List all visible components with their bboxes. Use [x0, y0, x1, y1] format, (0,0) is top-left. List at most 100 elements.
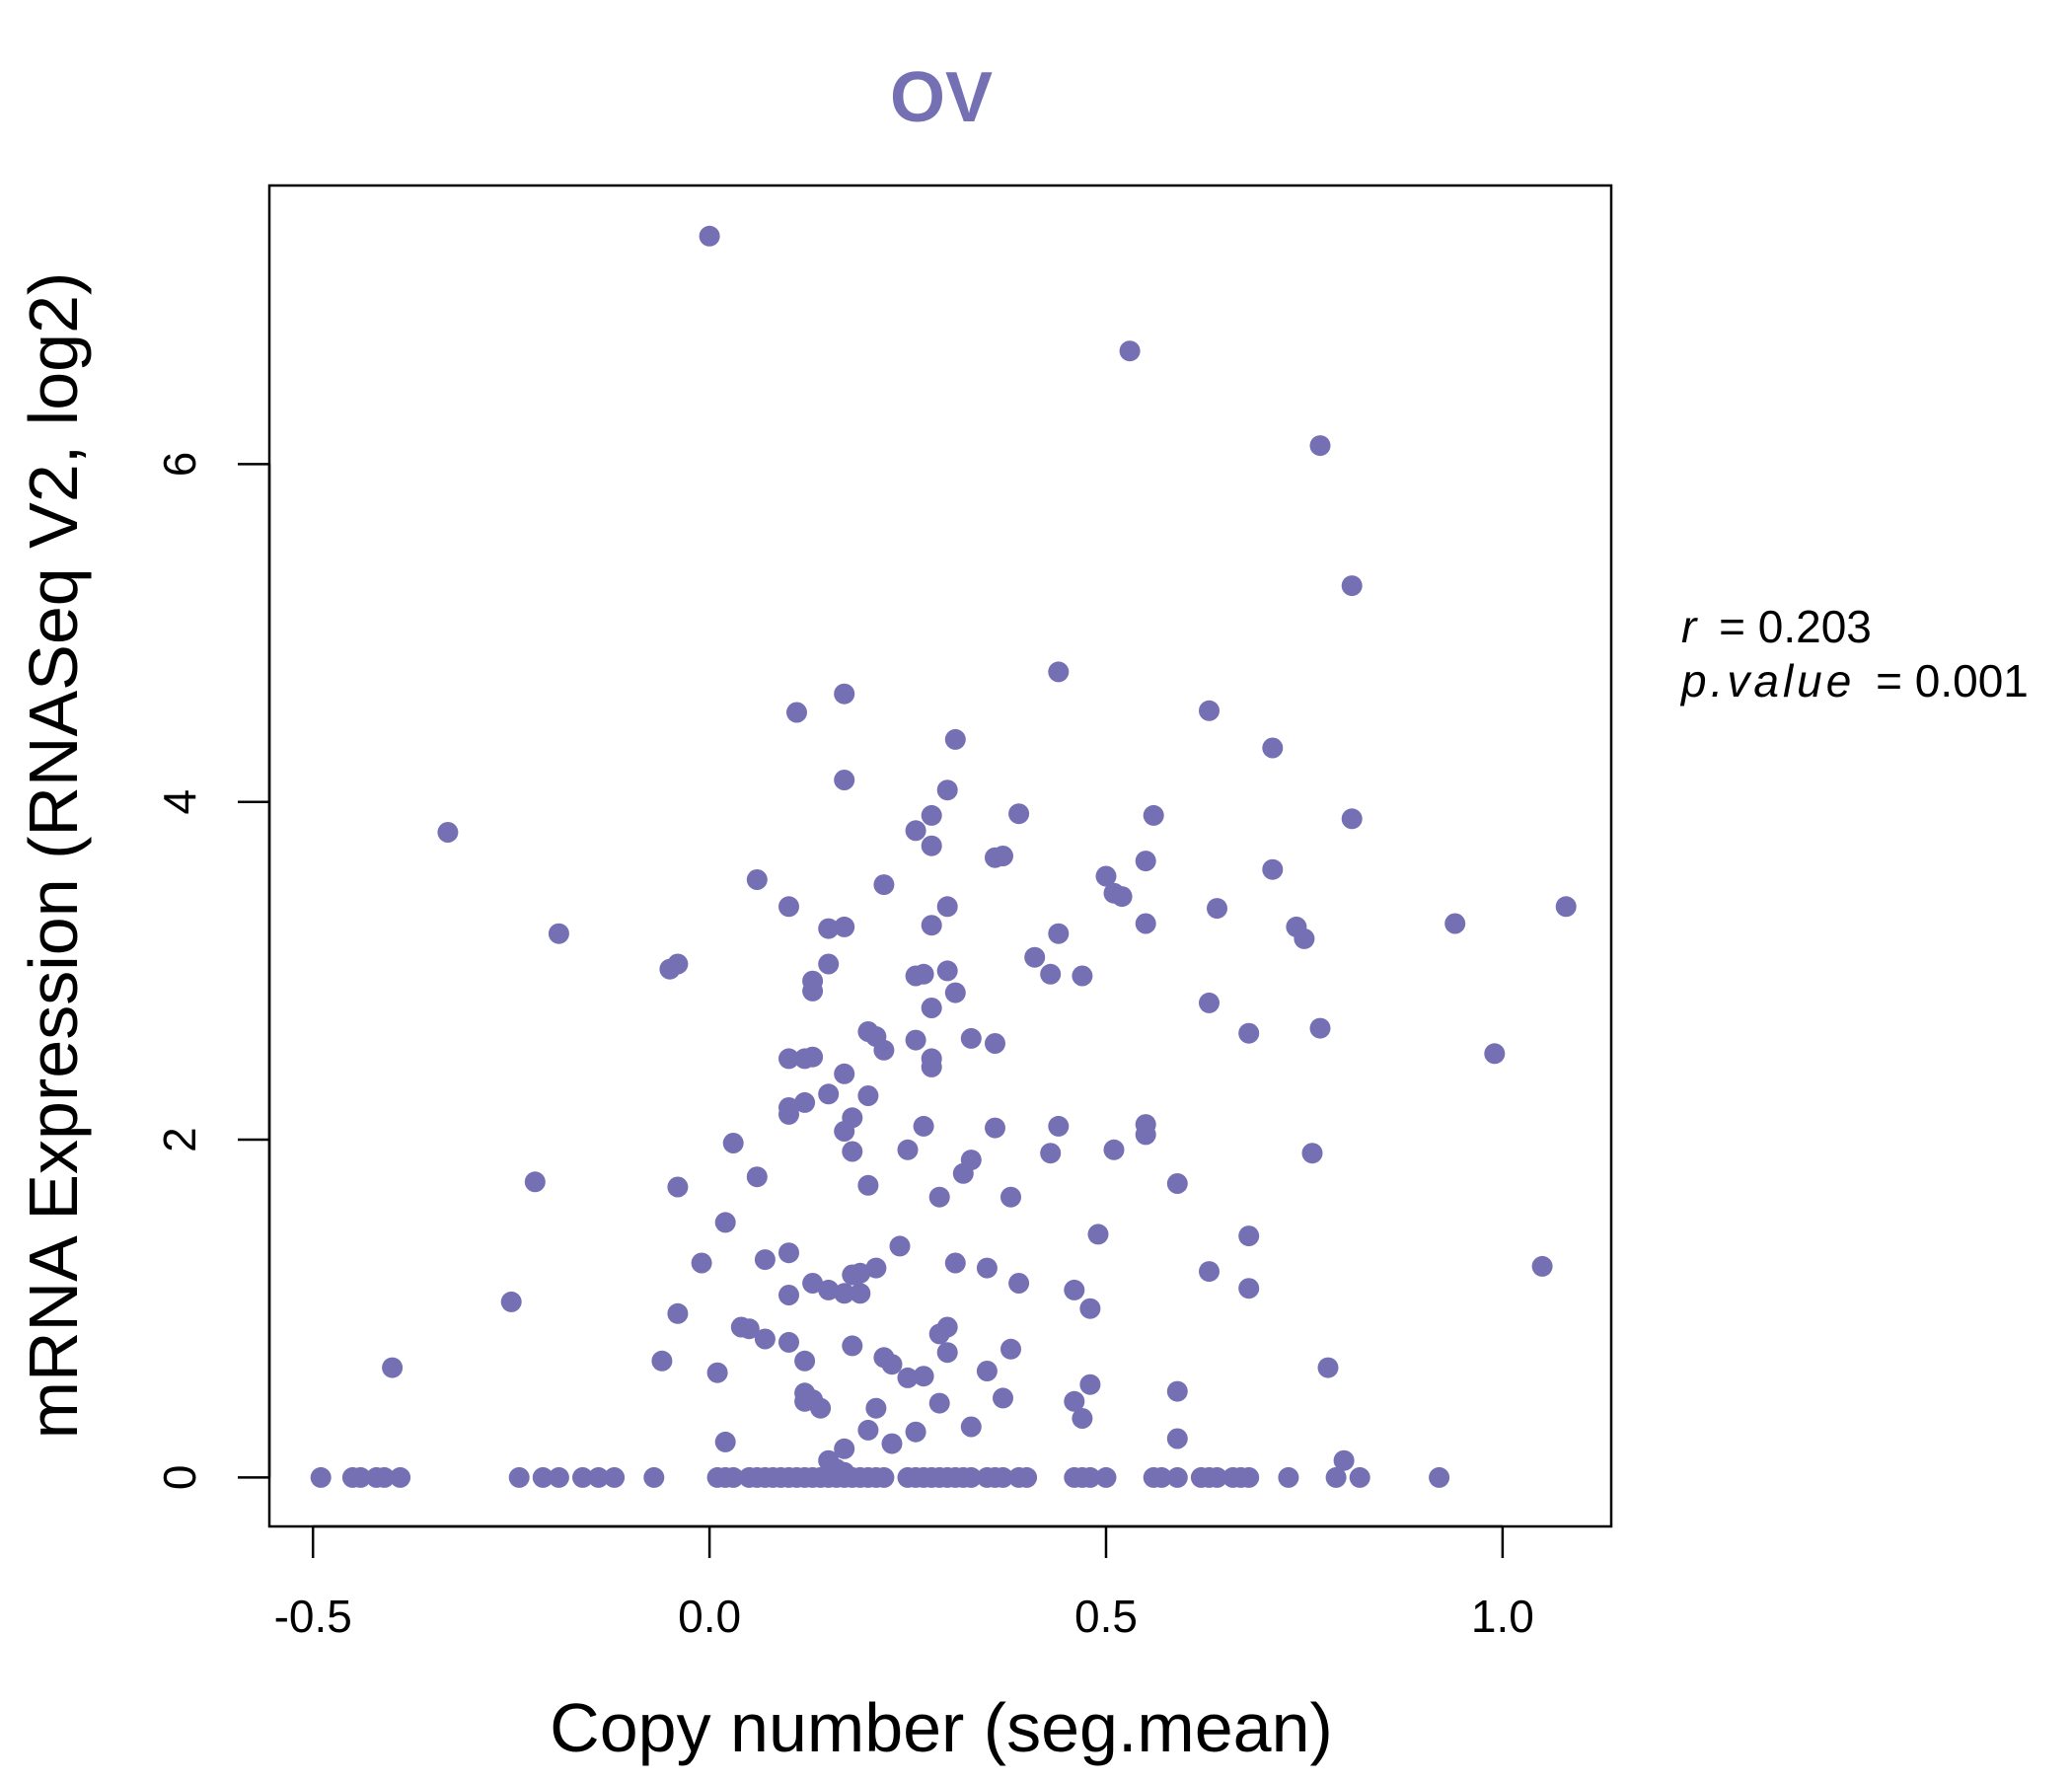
data-point	[1024, 946, 1046, 968]
data-point	[1040, 963, 1062, 985]
data-point	[706, 1362, 728, 1383]
data-point	[818, 1083, 840, 1105]
data-point	[1048, 923, 1070, 944]
data-point	[928, 1392, 950, 1414]
data-point	[508, 1466, 530, 1488]
data-point	[873, 1466, 895, 1488]
data-point	[936, 779, 958, 801]
data-point	[1135, 851, 1156, 872]
data-point	[1278, 1466, 1299, 1488]
data-point	[944, 728, 966, 750]
p-label: p.value	[1679, 655, 1855, 706]
data-point	[1325, 1466, 1347, 1488]
y-tick-label: 0	[154, 1465, 205, 1491]
data-point	[993, 1466, 1013, 1488]
data-point	[818, 953, 840, 975]
data-point	[588, 1466, 610, 1488]
data-point	[1111, 886, 1133, 908]
data-point	[310, 1466, 332, 1488]
data-point	[889, 1235, 911, 1257]
data-point	[1064, 1390, 1085, 1412]
data-point	[754, 1328, 776, 1350]
data-point	[1016, 1466, 1038, 1488]
data-point	[667, 1302, 689, 1324]
data-point	[349, 1466, 371, 1488]
data-point	[1095, 1466, 1117, 1488]
data-point	[794, 1091, 816, 1113]
y-tick-label: 6	[154, 452, 205, 478]
data-point	[897, 1139, 919, 1160]
data-point	[500, 1291, 522, 1312]
data-point	[1531, 1255, 1553, 1277]
data-point	[722, 1133, 744, 1153]
data-point	[936, 960, 958, 982]
data-point	[437, 822, 459, 843]
data-point	[842, 1141, 863, 1162]
stats-annotation: r = 0.203 p.value = 0.001	[1679, 601, 2029, 706]
data-point	[714, 1212, 736, 1233]
data-point	[778, 896, 799, 918]
data-point	[651, 1350, 673, 1372]
x-axis: -0.5 0.0 0.5 1.0	[274, 1524, 1534, 1642]
data-point	[993, 846, 1013, 866]
data-point	[1444, 913, 1466, 934]
data-point	[1064, 1279, 1085, 1300]
data-point	[936, 1342, 958, 1364]
data-point	[952, 1162, 974, 1184]
data-point	[1048, 1115, 1070, 1137]
data-point	[865, 1257, 887, 1279]
data-point	[1262, 737, 1284, 759]
data-point	[993, 1387, 1013, 1409]
data-point	[1262, 858, 1284, 880]
data-point	[928, 1323, 950, 1345]
data-point	[746, 869, 768, 890]
data-point	[921, 998, 942, 1018]
data-point	[1143, 804, 1164, 826]
x-tick-label: 0.5	[1074, 1591, 1138, 1642]
data-point	[691, 1252, 712, 1274]
data-point	[1317, 1357, 1339, 1378]
data-point	[944, 982, 966, 1003]
data-point	[778, 1331, 799, 1353]
data-point	[1207, 1466, 1227, 1488]
data-point	[1238, 1225, 1260, 1247]
data-point	[834, 1121, 855, 1142]
data-point	[374, 1466, 395, 1488]
data-point	[834, 770, 855, 790]
y-axis: 0 2 4 6	[154, 452, 271, 1491]
data-point	[778, 1103, 799, 1125]
data-point	[985, 1033, 1005, 1054]
data-point	[960, 1416, 982, 1438]
data-point	[714, 1431, 736, 1452]
data-point	[834, 1063, 855, 1084]
data-point	[913, 1366, 934, 1387]
r-statistic: r = 0.203	[1681, 601, 1872, 652]
data-point	[1008, 803, 1030, 825]
data-point	[1207, 898, 1227, 920]
data-point	[778, 1242, 799, 1264]
data-point	[857, 1419, 879, 1441]
data-point	[921, 804, 942, 826]
data-point	[1072, 965, 1093, 987]
data-point	[1238, 1466, 1260, 1488]
data-point	[985, 1117, 1005, 1139]
y-axis-label: mRNA Expression (RNASeq V2, log2)	[15, 272, 92, 1440]
data-point	[738, 1318, 760, 1340]
data-point	[881, 1433, 903, 1454]
x-tick-label: 0.0	[678, 1591, 741, 1642]
data-point	[1008, 1273, 1030, 1294]
data-point	[834, 1283, 855, 1304]
x-tick-label: 1.0	[1471, 1591, 1534, 1642]
data-point	[1238, 1022, 1260, 1044]
x-tick-label: -0.5	[274, 1591, 352, 1642]
data-point	[834, 916, 855, 937]
data-point	[1000, 1338, 1021, 1360]
data-point	[1079, 1466, 1101, 1488]
data-point	[905, 820, 926, 842]
data-point	[1095, 865, 1117, 887]
data-point	[1309, 435, 1331, 457]
data-point	[1166, 1428, 1188, 1449]
data-point	[873, 874, 895, 896]
